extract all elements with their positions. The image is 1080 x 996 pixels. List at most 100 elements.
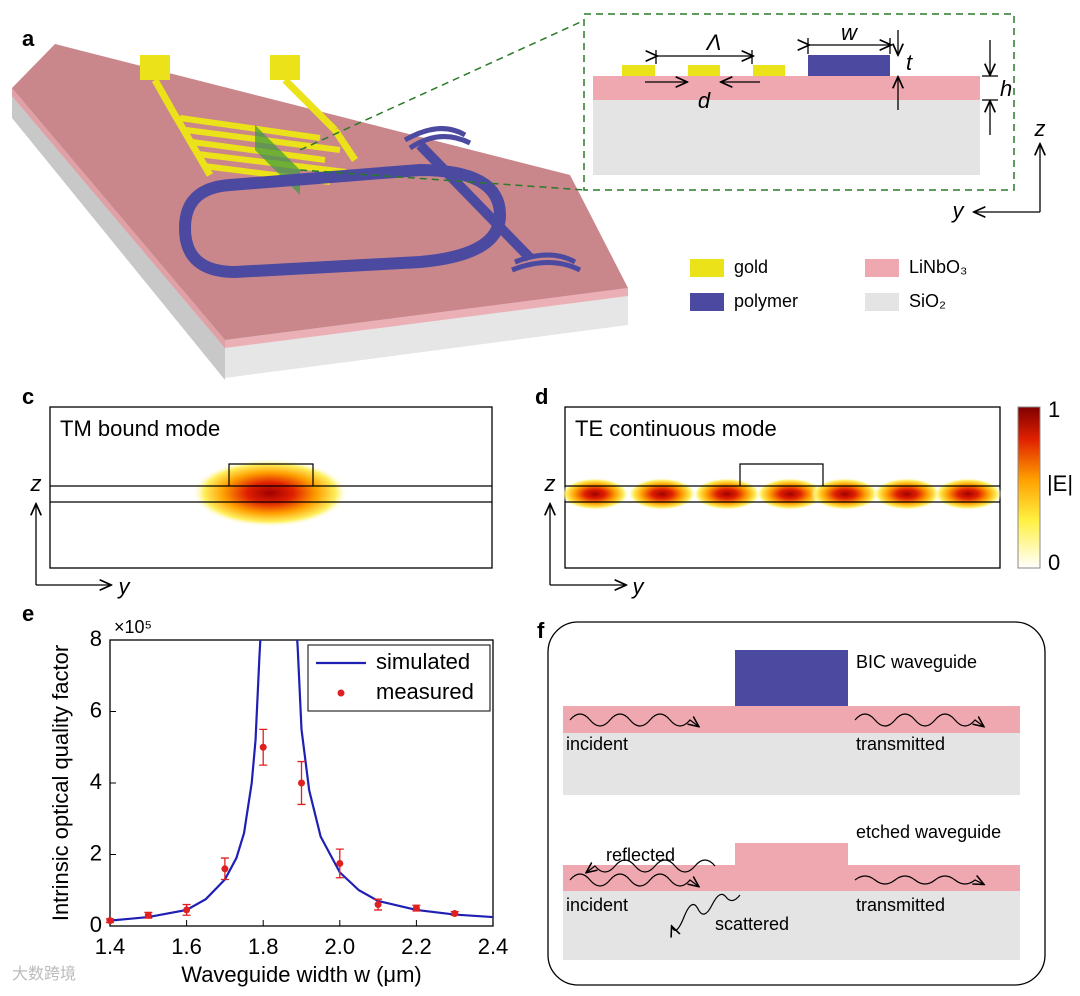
label: incident <box>566 895 628 915</box>
mode-d: TE continuous mode z y |E| 1 0 <box>544 397 1074 599</box>
label: etched waveguide <box>856 822 1001 842</box>
legend-swatch <box>865 293 899 311</box>
measured-point <box>221 865 229 873</box>
gold-electrode <box>753 65 785 76</box>
chip-side-layer <box>225 288 628 348</box>
zoom-lines <box>299 19 586 191</box>
y-tick-label: 0 <box>90 912 102 937</box>
x-tick-label: 2.4 <box>478 934 509 959</box>
mode-profile <box>192 459 348 527</box>
legend-label: LiNbO₃ <box>909 257 967 277</box>
chip-illustration <box>12 19 628 380</box>
legend-swatch <box>865 259 899 277</box>
chip-front <box>12 88 225 380</box>
bus-waveguide <box>416 141 534 262</box>
y-tick-label: 8 <box>90 626 102 651</box>
label-h: h <box>1000 76 1012 101</box>
sio2-layer <box>563 891 1020 960</box>
axis-z: z <box>544 471 556 496</box>
mode-title: TM bound mode <box>60 416 220 441</box>
label: transmitted <box>856 734 945 754</box>
colorbar <box>1017 406 1041 569</box>
x-tick-label: 2.0 <box>325 934 356 959</box>
linbo3-layer <box>563 706 1020 733</box>
panel-label: f <box>537 618 545 643</box>
legend-dot <box>337 689 345 697</box>
linbo3-layer <box>593 76 980 100</box>
measured-point <box>106 917 114 925</box>
sio2-layer <box>593 100 980 175</box>
x-tick-label: 1.6 <box>171 934 202 959</box>
watermark: 大数跨境 <box>12 964 76 983</box>
grating-coupler <box>403 126 582 273</box>
label: incident <box>566 734 628 754</box>
axis-z: z <box>30 471 42 496</box>
sio2-layer <box>563 733 1020 795</box>
label: scattered <box>715 914 789 934</box>
y-tick-label: 6 <box>90 697 102 722</box>
measured-point <box>336 859 344 867</box>
legend-label: simulated <box>376 649 470 674</box>
legend-label: gold <box>734 257 768 277</box>
axis-y: y <box>951 198 966 223</box>
q-factor-chart: 1.4 1.6 1.8 2.0 2.2 2.4 0 2 4 6 8 ×10⁵ Waveguide wid… <box>48 617 509 987</box>
ring-resonator <box>178 163 507 279</box>
label-t: t <box>906 50 913 75</box>
measured-point <box>451 909 459 917</box>
chip-front-layer <box>12 88 225 348</box>
x-axis-label: Waveguide width w (μm) <box>181 962 422 987</box>
measured-point <box>298 779 305 787</box>
y-tick-label: 4 <box>90 769 102 794</box>
electrode-bus <box>151 77 358 177</box>
legend-swatch <box>690 293 724 311</box>
label: BIC waveguide <box>856 652 977 672</box>
mode-c: TM bound mode z y <box>30 406 493 599</box>
legend-label: SiO₂ <box>909 291 946 311</box>
cross-section: Λ w t d h z y <box>583 13 1046 223</box>
legend-label: polymer <box>734 291 798 311</box>
y-axis-label: Intrinsic optical quality factor <box>48 645 73 921</box>
label-lambda: Λ <box>705 30 722 55</box>
panel-label: c <box>22 384 34 409</box>
panel-label: e <box>22 601 34 626</box>
electrode-pad <box>270 55 300 80</box>
legend-swatch <box>690 259 724 277</box>
chip-side <box>225 288 628 378</box>
x-tick-label: 2.2 <box>401 934 432 959</box>
polymer-strip <box>808 55 890 76</box>
axis-y: y <box>117 574 132 599</box>
gold-electrode <box>622 65 655 76</box>
colorbar-tick: 1 <box>1048 397 1060 422</box>
gold-electrode <box>688 65 720 76</box>
label-w: w <box>841 20 859 45</box>
dimension-arrows <box>645 30 1040 212</box>
polymer-strip <box>735 650 848 706</box>
etched-ridge <box>735 843 848 865</box>
axis-z: z <box>1034 116 1046 141</box>
axis-y: y <box>631 574 646 599</box>
y-tick-label: 2 <box>90 840 102 865</box>
label: transmitted <box>856 895 945 915</box>
mode-title: TE continuous mode <box>575 416 777 441</box>
x-tick-label: 1.8 <box>248 934 279 959</box>
waveguide-outline <box>50 463 492 503</box>
measured-point <box>374 901 382 909</box>
colorbar-tick: 0 <box>1048 550 1060 575</box>
measured-point <box>144 911 152 919</box>
legend-label: measured <box>376 679 474 704</box>
panel-label: a <box>22 26 35 51</box>
measured-point <box>183 906 191 914</box>
chip-top <box>12 44 628 340</box>
label: reflected <box>606 845 675 865</box>
axis-multiplier: ×10⁵ <box>114 617 152 637</box>
waves <box>569 713 983 930</box>
waveguide-comparison: BIC waveguide incident transmitted etche… <box>547 621 1046 986</box>
measured-point <box>412 904 420 912</box>
colorbar-label: |E| <box>1047 471 1073 496</box>
panel-label: d <box>535 384 548 409</box>
electrode-pad <box>140 55 170 80</box>
materials-legend: gold polymer LiNbO₃ SiO₂ <box>690 257 967 311</box>
simulated-line <box>110 640 493 922</box>
x-tick-label: 1.4 <box>95 934 126 959</box>
